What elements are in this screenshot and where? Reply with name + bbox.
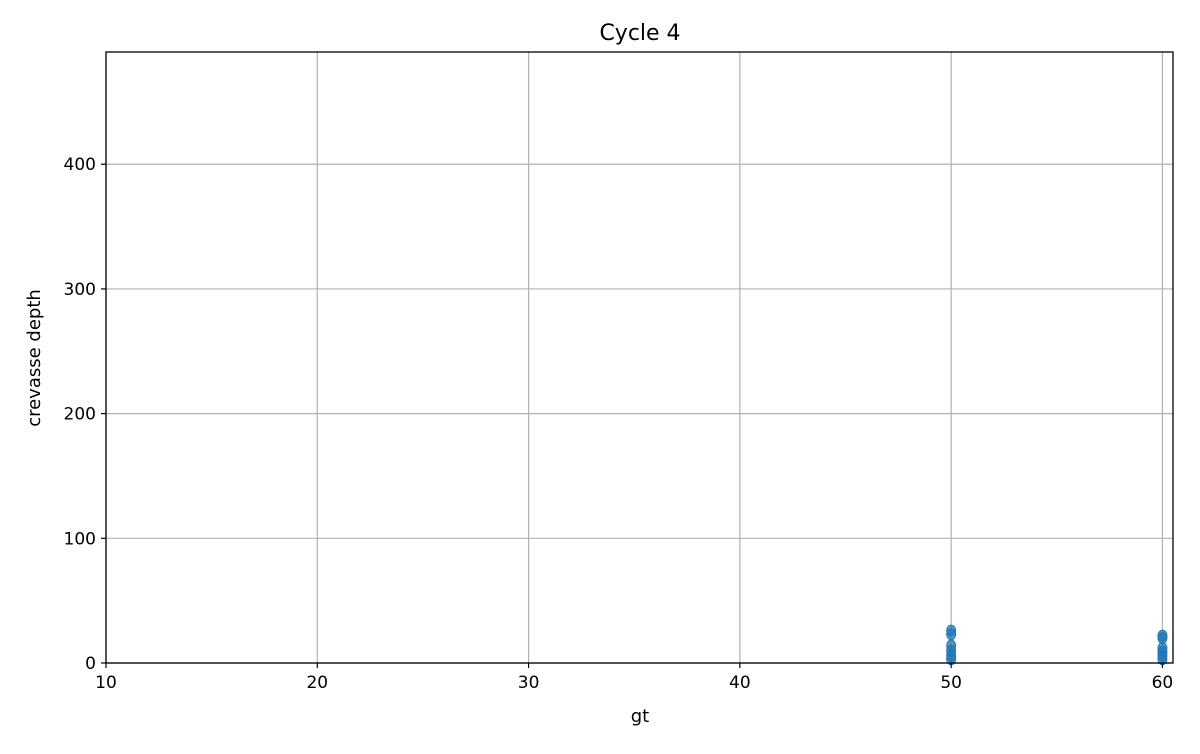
x-tick-label: 20 xyxy=(306,673,328,693)
axes: 10 20 30 40 50 60 0 100 200 300 400 xyxy=(64,51,1174,693)
x-tick-label: 60 xyxy=(1152,673,1174,693)
data-points xyxy=(946,624,1168,666)
data-point xyxy=(946,628,957,641)
x-tick-label: 30 xyxy=(518,673,540,693)
grid xyxy=(105,52,1173,664)
plot-frame xyxy=(105,51,1174,664)
x-tick-label: 10 xyxy=(95,673,117,693)
y-tick-label: 300 xyxy=(64,280,96,300)
x-axis-label: gt xyxy=(631,706,649,727)
y-tick-label: 200 xyxy=(64,405,96,425)
data-point xyxy=(1157,632,1168,645)
y-tick-label: 0 xyxy=(85,654,96,674)
x-tick-label: 40 xyxy=(729,673,751,693)
y-tick-label: 400 xyxy=(64,155,96,175)
chart-title: Cycle 4 xyxy=(599,21,680,46)
y-axis-label: crevasse depth xyxy=(24,289,45,427)
x-tick-label: 50 xyxy=(940,673,962,693)
y-tick-label: 100 xyxy=(64,529,96,549)
